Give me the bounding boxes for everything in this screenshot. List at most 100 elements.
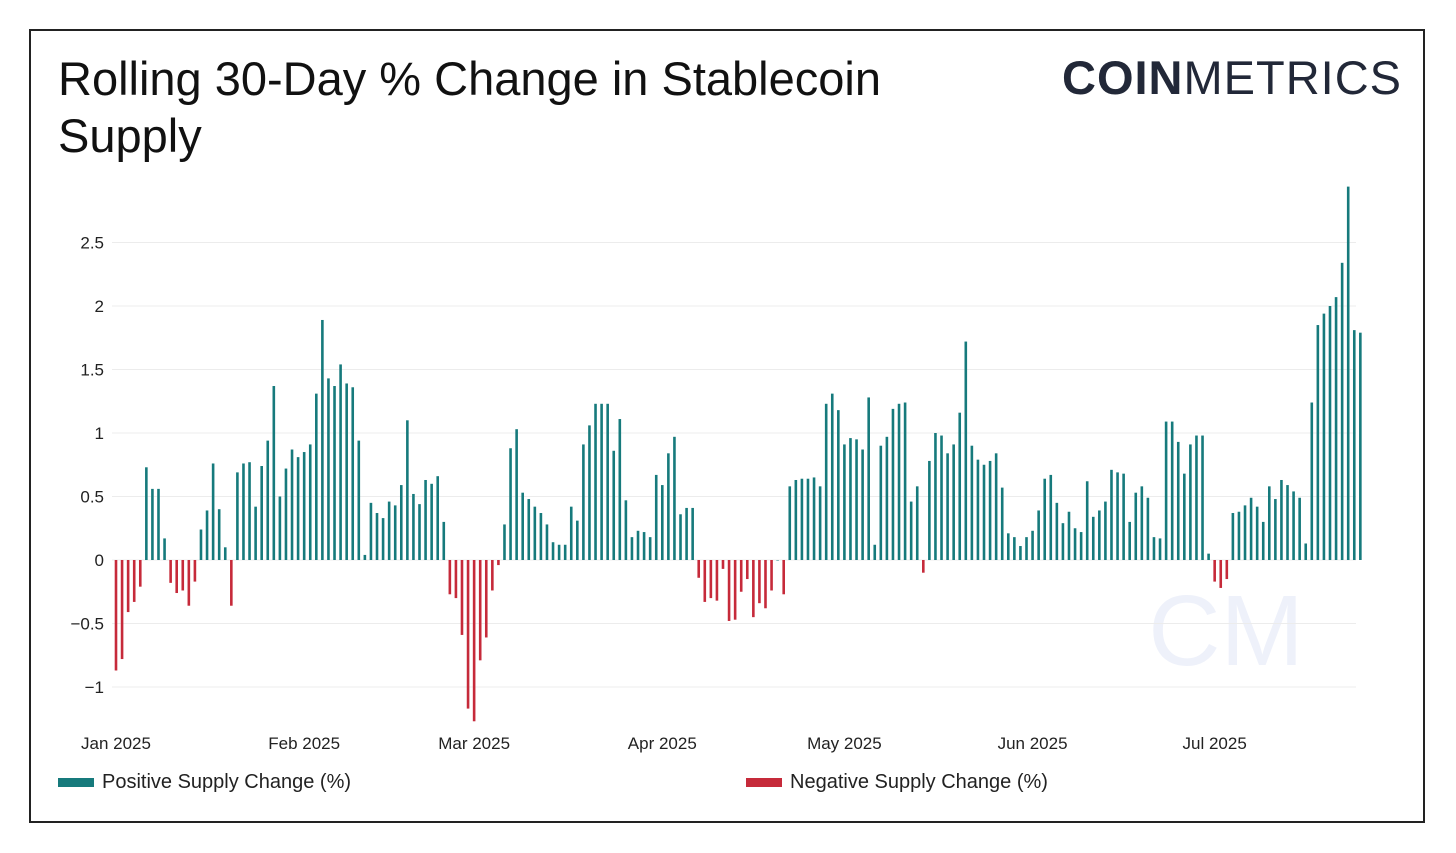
positive-bar <box>290 449 294 560</box>
positive-bar <box>557 544 561 560</box>
negative-bar <box>782 560 785 595</box>
negative-bar <box>193 560 197 582</box>
positive-bar <box>648 537 652 560</box>
positive-bar <box>1098 510 1101 560</box>
negative-bar <box>175 560 178 594</box>
negative-bar <box>126 560 130 613</box>
positive-bar <box>679 514 682 560</box>
positive-bar <box>958 412 962 560</box>
negative-bar <box>460 560 464 635</box>
positive-bar <box>1195 435 1198 560</box>
negative-bar <box>466 560 470 709</box>
positive-bar <box>503 524 506 560</box>
positive-bar <box>794 479 798 560</box>
positive-bar <box>1243 505 1247 560</box>
positive-bar <box>563 544 567 560</box>
x-tick-label: Apr 2025 <box>628 734 697 753</box>
positive-bar <box>1091 516 1095 560</box>
positive-bar <box>1019 546 1022 560</box>
positive-bar <box>1043 478 1047 560</box>
positive-bar <box>964 341 968 560</box>
positive-bar <box>1170 421 1174 560</box>
logo-bold: COIN <box>1062 51 1184 104</box>
negative-bar <box>132 560 136 602</box>
positive-bar <box>685 507 688 560</box>
positive-bar <box>205 510 209 560</box>
positive-bar <box>308 444 312 560</box>
positive-bar <box>521 492 524 560</box>
negative-bar <box>1213 560 1216 582</box>
positive-bar <box>1261 521 1265 560</box>
positive-bar <box>399 485 403 560</box>
positive-bar <box>1237 511 1241 560</box>
positive-bar <box>812 477 816 560</box>
positive-bar <box>1025 537 1028 560</box>
positive-bar <box>1359 332 1362 560</box>
positive-bar <box>1110 469 1113 560</box>
negative-bar <box>1225 560 1229 580</box>
legend-positive-swatch <box>58 778 94 787</box>
legend-negative-label: Negative Supply Change (%) <box>790 771 1048 793</box>
negative-bar <box>703 560 707 602</box>
positive-bar <box>824 403 828 560</box>
positive-bar <box>636 530 640 560</box>
negative-bar <box>120 560 124 660</box>
positive-bar <box>849 438 852 560</box>
positive-bar <box>1067 511 1071 560</box>
positive-bar <box>1104 501 1107 560</box>
positive-bar <box>576 520 579 560</box>
negative-bar <box>448 560 452 595</box>
positive-bar <box>934 433 937 560</box>
negative-bar <box>739 560 743 592</box>
positive-bar <box>940 435 943 560</box>
positive-bar <box>418 504 421 560</box>
positive-bar <box>569 506 573 560</box>
positive-bar <box>982 464 986 560</box>
positive-bar <box>1128 521 1131 560</box>
y-tick-label: 0 <box>95 551 104 570</box>
negative-bar <box>770 560 773 591</box>
negative-bar <box>187 560 191 606</box>
positive-bar <box>606 403 609 560</box>
negative-bar <box>491 560 494 591</box>
positive-bar <box>157 488 160 560</box>
negative-bar <box>752 560 755 618</box>
positive-bar <box>315 393 318 560</box>
positive-bar <box>1000 487 1004 560</box>
positive-bar <box>970 445 974 560</box>
x-tick-label: May 2025 <box>807 734 882 753</box>
positive-bar <box>946 453 949 560</box>
negative-bar <box>114 560 118 671</box>
positive-bar <box>545 524 549 560</box>
negative-bar <box>715 560 719 601</box>
positive-bar <box>412 493 415 560</box>
positive-bar <box>1134 492 1138 560</box>
positive-bar <box>909 501 913 560</box>
positive-bar <box>284 468 288 560</box>
positive-bar <box>236 472 239 560</box>
negative-bar <box>181 560 185 591</box>
positive-bar <box>442 521 446 560</box>
positive-bar <box>691 507 694 560</box>
negative-bar <box>697 560 701 578</box>
x-tick-label: Mar 2025 <box>438 734 510 753</box>
positive-bar <box>539 513 543 560</box>
positive-bar <box>1255 506 1259 560</box>
positive-bar <box>1316 325 1320 560</box>
positive-bar <box>867 397 870 560</box>
y-tick-label: 2 <box>95 297 104 316</box>
positive-bar <box>363 554 367 560</box>
legend-positive[interactable]: Positive Supply Change (%) <box>58 771 351 794</box>
positive-bar <box>387 501 391 560</box>
positive-bar <box>1049 474 1053 560</box>
positive-bar <box>327 378 330 560</box>
positive-bar <box>582 444 585 560</box>
positive-bar <box>988 460 992 560</box>
positive-bar <box>873 544 877 560</box>
positive-bar <box>855 439 858 560</box>
negative-bar <box>454 560 458 599</box>
positive-bar <box>903 402 907 560</box>
legend-negative[interactable]: Negative Supply Change (%) <box>746 771 1048 794</box>
positive-bar <box>776 560 779 561</box>
positive-bar <box>217 509 221 560</box>
